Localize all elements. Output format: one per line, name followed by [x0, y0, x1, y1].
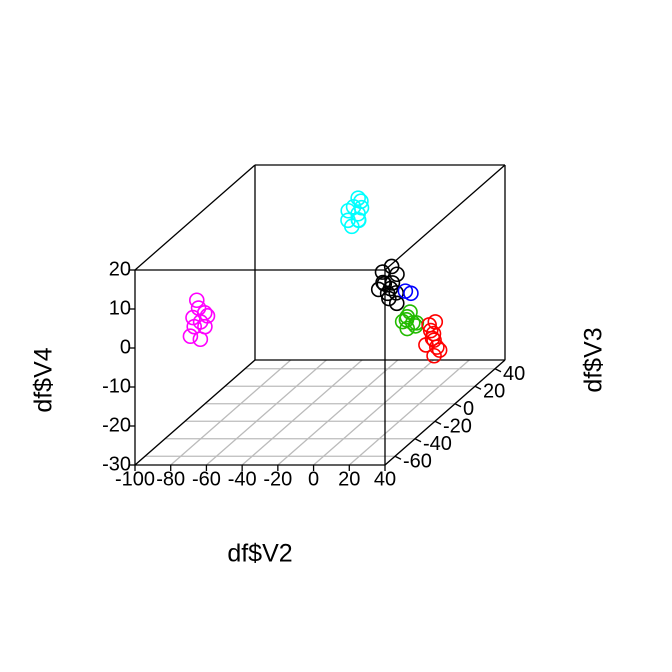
- grid-line: [206, 359, 327, 466]
- x-tick-label: -20: [263, 468, 292, 490]
- y-tick: [394, 455, 402, 460]
- x-tick-label: 40: [374, 468, 396, 490]
- point: [426, 347, 442, 364]
- z-tick-label: 20: [109, 258, 131, 280]
- point: [190, 300, 207, 316]
- point: [422, 322, 439, 339]
- grid-line: [170, 359, 292, 466]
- point: [427, 314, 444, 330]
- y-tick-label: -40: [423, 433, 452, 455]
- point: [350, 190, 366, 206]
- point: [399, 320, 416, 337]
- y-tick-label: -20: [443, 416, 472, 438]
- box-edge: [384, 164, 506, 271]
- point: [350, 212, 367, 229]
- y-tick-label: 0: [463, 398, 474, 420]
- x-tick-label: -60: [192, 468, 221, 490]
- y-tick: [434, 420, 442, 425]
- z-tick-label: 0: [120, 336, 131, 358]
- point: [431, 342, 448, 358]
- z-tick-label: -30: [102, 453, 131, 475]
- y-tick-label: -60: [403, 451, 432, 473]
- point: [389, 266, 405, 283]
- point: [388, 295, 405, 312]
- z-tick-label: -20: [102, 414, 131, 436]
- point: [340, 202, 357, 219]
- y-tick: [414, 438, 422, 443]
- y-tick: [454, 403, 462, 408]
- point: [374, 264, 391, 280]
- z-axis-title: df$V4: [30, 347, 58, 412]
- box-edge: [134, 164, 256, 271]
- point: [424, 330, 441, 347]
- point: [197, 318, 213, 335]
- grid-line: [277, 359, 399, 466]
- y-tick: [474, 385, 482, 390]
- y-tick-label: 40: [503, 363, 525, 385]
- y-tick: [494, 368, 502, 373]
- x-tick-label: -100: [115, 468, 155, 490]
- point: [370, 281, 387, 298]
- point: [403, 285, 419, 302]
- point: [182, 328, 199, 345]
- point: [383, 258, 400, 275]
- point: [408, 315, 425, 331]
- x-tick-label: -40: [228, 468, 257, 490]
- x-tick-label: 0: [308, 468, 319, 490]
- box-edge: [384, 359, 506, 466]
- z-tick-label: 10: [109, 297, 131, 319]
- grid-line: [241, 359, 363, 466]
- y-tick-label: 20: [483, 381, 505, 403]
- point: [188, 292, 205, 309]
- grid-line: [348, 359, 470, 466]
- box-edge: [134, 359, 256, 466]
- x-tick-label: 20: [338, 468, 360, 490]
- x-axis-title: df$V2: [227, 540, 292, 568]
- point: [384, 275, 401, 291]
- x-tick-label: -80: [156, 468, 185, 490]
- grid-line: [313, 359, 434, 466]
- y-axis-title: df$V3: [580, 327, 608, 392]
- z-tick-label: -10: [102, 375, 131, 397]
